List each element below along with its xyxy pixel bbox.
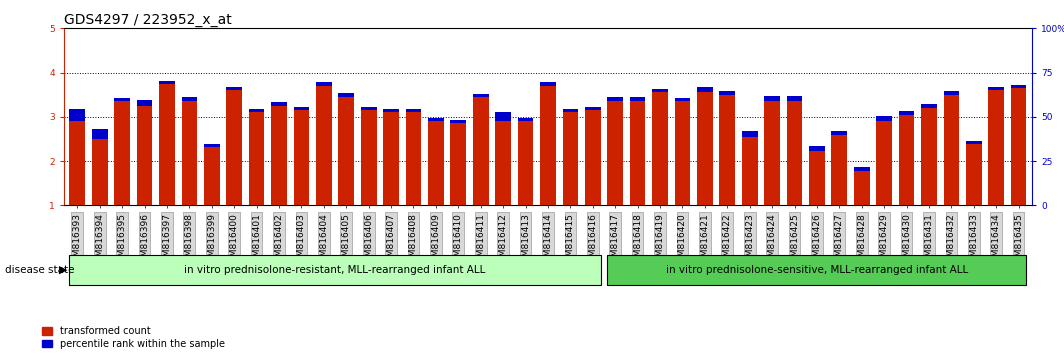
Bar — [854, 167, 869, 171]
Bar — [227, 90, 242, 205]
Bar — [114, 101, 130, 205]
Text: disease state: disease state — [5, 265, 74, 275]
Bar — [518, 118, 533, 121]
Bar — [742, 137, 758, 205]
Bar — [831, 131, 847, 135]
Bar — [697, 92, 713, 205]
Bar — [608, 101, 624, 205]
Bar — [383, 113, 399, 205]
Bar — [877, 116, 892, 121]
Bar — [764, 101, 780, 205]
Bar — [877, 121, 892, 205]
Bar — [921, 108, 936, 205]
Bar — [405, 109, 421, 113]
Bar — [719, 95, 735, 205]
Text: in vitro prednisolone-resistant, MLL-rearranged infant ALL: in vitro prednisolone-resistant, MLL-rea… — [184, 265, 486, 275]
Bar — [495, 112, 511, 121]
Bar — [675, 98, 691, 101]
Bar — [249, 109, 265, 113]
Bar — [541, 86, 555, 205]
Bar — [361, 110, 377, 205]
Bar — [518, 121, 533, 205]
Bar — [69, 109, 85, 121]
Bar — [966, 144, 982, 205]
Bar — [608, 97, 624, 101]
Bar — [316, 82, 332, 86]
Bar — [742, 131, 758, 137]
Bar — [182, 101, 197, 205]
Bar — [944, 91, 960, 95]
Bar — [428, 121, 444, 205]
Bar — [786, 96, 802, 101]
Bar — [630, 97, 646, 101]
Text: in vitro prednisolone-sensitive, MLL-rearranged infant ALL: in vitro prednisolone-sensitive, MLL-rea… — [666, 265, 968, 275]
Bar — [450, 120, 466, 124]
Bar — [114, 98, 130, 101]
Bar — [786, 101, 802, 205]
Bar — [338, 97, 354, 205]
Bar — [204, 147, 219, 205]
Bar — [988, 87, 1004, 90]
Bar — [160, 84, 174, 205]
Bar — [92, 129, 107, 139]
Bar — [136, 106, 152, 205]
Bar — [675, 101, 691, 205]
Bar — [809, 152, 825, 205]
Bar — [854, 171, 869, 205]
Bar — [899, 111, 914, 115]
Bar — [249, 113, 265, 205]
Bar — [541, 82, 555, 86]
Bar — [271, 106, 287, 205]
Legend: transformed count, percentile rank within the sample: transformed count, percentile rank withi… — [43, 326, 225, 349]
Bar — [563, 109, 578, 113]
Bar — [136, 99, 152, 106]
Bar — [204, 144, 219, 147]
Bar — [316, 86, 332, 205]
Bar — [719, 91, 735, 95]
Bar — [405, 113, 421, 205]
Bar — [697, 87, 713, 92]
Bar — [1011, 85, 1027, 88]
Bar — [921, 104, 936, 108]
Bar — [652, 89, 668, 92]
Bar — [563, 113, 578, 205]
Bar — [472, 97, 488, 205]
Bar — [966, 141, 982, 144]
Bar — [1011, 88, 1027, 205]
Bar — [428, 118, 444, 121]
Bar — [899, 115, 914, 205]
Bar — [294, 110, 310, 205]
Bar — [338, 93, 354, 97]
Bar — [630, 101, 646, 205]
Bar — [450, 124, 466, 205]
Bar — [472, 94, 488, 97]
Bar — [182, 97, 197, 101]
Bar — [652, 92, 668, 205]
Bar — [585, 107, 601, 110]
Text: ▶: ▶ — [59, 265, 67, 275]
Bar — [495, 121, 511, 205]
Bar — [361, 107, 377, 110]
Bar — [160, 81, 174, 84]
Bar — [831, 135, 847, 205]
Bar — [988, 90, 1004, 205]
Bar — [764, 96, 780, 101]
Bar — [92, 139, 107, 205]
Bar — [383, 109, 399, 113]
Bar — [69, 121, 85, 205]
Bar — [294, 107, 310, 110]
Bar — [809, 146, 825, 152]
Bar — [227, 87, 242, 90]
Bar — [944, 95, 960, 205]
Bar — [271, 102, 287, 106]
Bar — [585, 110, 601, 205]
Text: GDS4297 / 223952_x_at: GDS4297 / 223952_x_at — [64, 13, 232, 27]
